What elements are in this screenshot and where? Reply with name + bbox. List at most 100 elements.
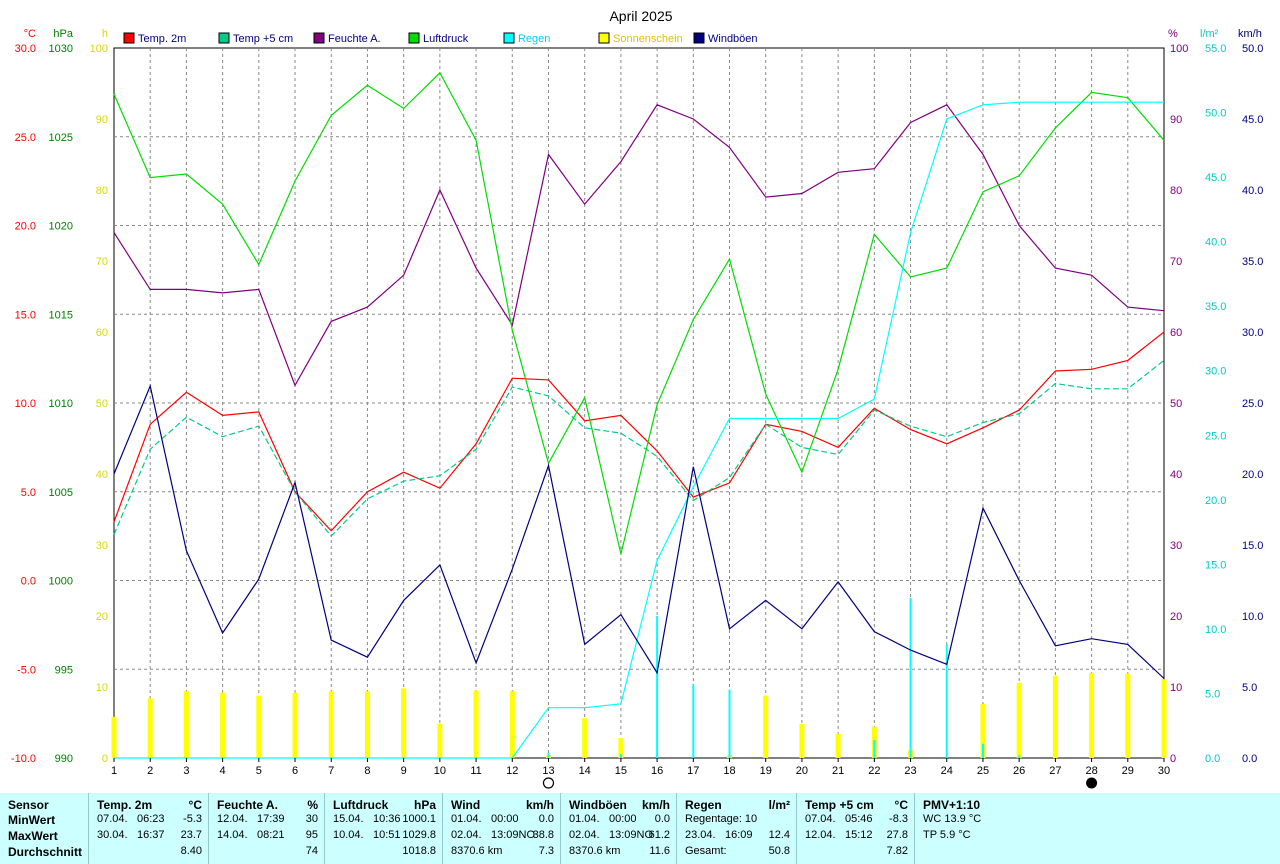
summary-column-title: Wind: [451, 798, 480, 812]
summary-cell-value: 0.0: [539, 813, 554, 825]
right-axis-tick-label: 40.0: [1242, 185, 1263, 197]
legend-swatch: [314, 33, 324, 43]
left-axis-tick-label: 30: [96, 540, 108, 552]
summary-column-title: Luftdruck: [333, 798, 388, 812]
sunshine-bar: [799, 724, 804, 758]
rain-daily-bar: [547, 753, 549, 758]
summary-cell-value: -5.3: [183, 813, 202, 825]
summary-cell-value: 50.8: [769, 845, 790, 857]
summary-cell-date: 01.04.: [569, 813, 600, 825]
summary-column-title: Temp +5 cm: [805, 798, 874, 812]
summary-cell-date: 15.04.: [333, 813, 364, 825]
left-axis-tick-label: 5.0: [21, 487, 36, 499]
left-axis-tick-label: 50: [96, 398, 108, 410]
right-axis-tick-label: 45.0: [1205, 172, 1226, 184]
summary-cell-value: 95: [306, 829, 318, 841]
legend-label: Windböen: [708, 33, 758, 45]
summary-column: Feuchte A.% 12.04. 17:39 30 14.04. 08:21 95 74: [208, 793, 324, 864]
x-tick-label: 8: [364, 765, 370, 777]
legend-swatch: [694, 33, 704, 43]
left-axis-tick-label: 70: [96, 256, 108, 268]
right-axis-tick-label: 30: [1170, 540, 1182, 552]
summary-cell-value: 27.8: [887, 829, 908, 841]
right-axis-tick-label: 30.0: [1242, 327, 1263, 339]
rain-daily-bar: [1018, 755, 1020, 758]
left-axis-tick-label: 1020: [49, 221, 73, 233]
left-axis-tick-label: 1015: [49, 309, 73, 321]
sunshine-bar: [510, 691, 515, 758]
summary-column-unit: °C: [189, 798, 202, 812]
left-axis-tick-label: 10: [96, 682, 108, 694]
legend-label: Feuchte A.: [328, 33, 381, 45]
summary-column-unit: l/m²: [769, 798, 790, 812]
sunshine-bar: [1017, 683, 1022, 758]
summary-cell-row: 01.04. 00:00 0.0: [569, 813, 670, 828]
legend-swatch: [124, 33, 134, 43]
left-axis-tick-label: 20: [96, 611, 108, 623]
summary-cell-value: 30: [306, 813, 318, 825]
summary-cell-row: 02.04. 13:09NO 38.8: [451, 829, 554, 844]
right-axis-tick-label: 20.0: [1205, 495, 1226, 507]
right-axis-tick-label: 35.0: [1205, 301, 1226, 313]
x-tick-label: 27: [1049, 765, 1061, 777]
rain-daily-bar: [729, 690, 731, 758]
summary-column: Windböen km/h 01.04. 00:00 0.0 02.04. 13:09NO 6…: [560, 793, 676, 864]
summary-cell-time: 00:00: [491, 813, 519, 825]
legend-swatch: [504, 33, 514, 43]
legend-label: Luftdruck: [423, 33, 469, 45]
summary-row-label-text: MaxWert: [8, 829, 58, 843]
summary-cell-date: 8370.6 km: [451, 845, 502, 857]
x-tick-label: 24: [941, 765, 953, 777]
summary-cell-row: 15.04. 10:36 1000.1: [333, 813, 436, 828]
summary-cell-row: 8370.6 km 11.6: [569, 845, 670, 860]
summary-cell-value: 11.6: [649, 845, 670, 857]
summary-cell-value: 0.0: [655, 813, 670, 825]
summary-cell-value: 7.82: [887, 845, 908, 857]
right-axis-tick-label: 15.0: [1205, 559, 1226, 571]
left-axis-tick-label: 80: [96, 185, 108, 197]
weather-chart: April 2025 °C30.025.020.015.010.05.00.0-…: [0, 0, 1280, 793]
right-axis-tick-label: 50.0: [1205, 108, 1226, 120]
summary-table: Sensor MinWert MaxWert Durchschnitt Temp. 2m…: [0, 793, 1280, 864]
summary-cell-value: 23.7: [181, 829, 202, 841]
summary-column-title: Windböen: [569, 798, 627, 812]
summary-cell-row: 12.04. 15:12 27.8: [805, 829, 908, 844]
summary-cell-date: TP 5.9 °C: [923, 829, 971, 841]
left-axis-unit: h: [102, 28, 108, 40]
right-axis-tick-label: 80: [1170, 185, 1182, 197]
summary-cell-time: 16:37: [137, 829, 165, 841]
summary-column: Wind km/h 01.04. 00:00 0.0 02.04. 13:09NO 38.8 8…: [442, 793, 560, 864]
right-axis-tick-label: 0.0: [1242, 753, 1257, 765]
x-tick-label: 20: [796, 765, 808, 777]
summary-cell-time: 00:00: [609, 813, 637, 825]
summary-row-label-text: Sensor: [8, 798, 49, 812]
sunshine-bar: [184, 691, 189, 758]
summary-cell-value: 12.4: [769, 829, 790, 841]
summary-row-label: Sensor: [8, 798, 82, 813]
summary-cell-row: Gesamt: 50.8: [685, 845, 790, 860]
left-axis-unit: hPa: [53, 28, 73, 40]
summary-column-title: Regen: [685, 798, 722, 812]
legend-swatch: [599, 33, 609, 43]
summary-cell-row: 1018.8: [333, 845, 436, 860]
x-tick-label: 7: [328, 765, 334, 777]
right-axis-tick-label: 0.0: [1205, 753, 1220, 765]
summary-cell-row: Regentage: 10: [685, 813, 790, 828]
x-tick-label: 28: [1085, 765, 1097, 777]
new-moon-icon: [1087, 778, 1097, 788]
summary-column: Regen l/m² Regentage: 10 23.04. 16:09 12.4 Ges…: [676, 793, 796, 864]
left-axis-tick-label: 1005: [49, 487, 73, 499]
summary-row-label-text: Durchschnitt: [8, 845, 82, 859]
summary-label-column: Sensor MinWert MaxWert Durchschnitt: [0, 793, 88, 864]
right-axis-tick-label: 50.0: [1242, 43, 1263, 55]
right-axis-tick-label: 15.0: [1242, 540, 1263, 552]
left-axis-tick-label: 20.0: [15, 221, 36, 233]
right-axis-unit: km/h: [1238, 28, 1262, 40]
summary-cell-row: 7.82: [805, 845, 908, 860]
x-tick-label: 2: [147, 765, 153, 777]
x-tick-label: 11: [470, 765, 481, 777]
right-axis-tick-label: 20: [1170, 611, 1182, 623]
summary-column: Luftdruck hPa 15.04. 10:36 1000.1 10.04. 10:51…: [324, 793, 442, 864]
summary-cell-date: Regentage: 10: [685, 813, 757, 825]
left-axis-tick-label: 1000: [49, 576, 73, 588]
